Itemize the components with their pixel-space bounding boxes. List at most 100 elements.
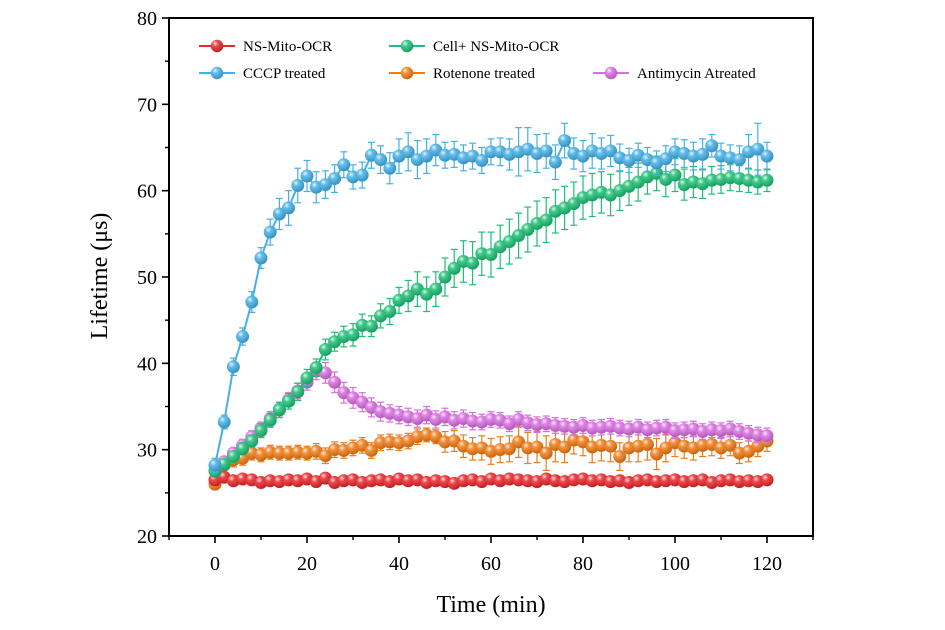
data-point-highlight [760, 473, 774, 487]
data-point-highlight [724, 439, 737, 452]
legend-entry: Cell+ NS-Mito-OCR [389, 39, 559, 55]
x-tick-label: 80 [573, 553, 593, 575]
data-point-highlight [319, 343, 332, 356]
data-point-highlight [448, 262, 461, 275]
data-point-highlight [696, 148, 709, 161]
y-tick-label: 30 [137, 440, 157, 462]
data-point-highlight [558, 134, 571, 147]
data-point-highlight [264, 225, 277, 239]
data-point-highlight [218, 415, 231, 429]
data-point-highlight [402, 289, 415, 303]
legend-label: Cell+ NS-Mito-OCR [433, 39, 559, 55]
legend-marker-highlight [400, 39, 414, 53]
data-point-highlight [273, 446, 286, 460]
data-point-highlight [365, 444, 378, 457]
data-point-highlight [438, 270, 452, 284]
data-point-highlight [760, 429, 774, 443]
data-point-highlight [300, 371, 314, 385]
x-tick-label: 60 [481, 553, 501, 575]
legend-entry: NS-Mito-OCR [199, 39, 332, 55]
data-point-highlight [346, 328, 360, 342]
data-point-highlight [530, 440, 544, 454]
legend-marker-highlight [210, 39, 224, 53]
x-tick-label: 20 [297, 553, 317, 575]
series-2 [208, 122, 774, 473]
data-point-highlight [613, 450, 626, 463]
series-0 [208, 470, 774, 490]
data-point-highlight [282, 395, 295, 408]
data-point-highlight [549, 155, 562, 169]
data-point-highlight [650, 447, 663, 461]
data-point-highlight [760, 174, 774, 187]
x-tick-label: 40 [389, 553, 409, 575]
data-point-highlight [705, 139, 718, 152]
legend-label: Antimycin Atreated [637, 66, 756, 82]
y-tick-label: 50 [137, 267, 157, 289]
data-point-highlight [420, 149, 433, 163]
series-3 [208, 425, 774, 491]
data-point-highlight [254, 251, 268, 265]
data-point-highlight [402, 145, 415, 159]
data-point-highlight [273, 403, 286, 417]
data-point-highlight [264, 414, 277, 427]
data-point-highlight [310, 361, 323, 374]
data-point-highlight [227, 450, 240, 463]
data-point-highlight [208, 459, 222, 472]
legend-label: CCCP treated [243, 66, 326, 82]
data-point-highlight [383, 162, 396, 175]
data-point-highlight [374, 153, 387, 166]
data-point-highlight [356, 168, 369, 182]
y-tick-label: 40 [137, 353, 157, 375]
data-point-highlight [484, 145, 498, 159]
x-axis-title: Time (min) [436, 592, 545, 618]
data-point-highlight [236, 442, 249, 456]
x-tick-label: 0 [210, 553, 220, 575]
data-point-highlight [659, 152, 672, 165]
data-point-highlight [604, 440, 617, 453]
data-point-highlight [365, 320, 378, 333]
data-point-highlight [484, 248, 498, 261]
data-point-highlight [254, 424, 268, 437]
legend: NS-Mito-OCR Cell+ NS-Mito-OCR CCCP treated… [199, 39, 756, 82]
legend-entry: Rotenone treated [389, 66, 536, 82]
data-point-highlight [567, 197, 580, 210]
data-point-highlight [751, 143, 764, 156]
x-tick-label: 100 [660, 553, 690, 575]
data-point-highlight [540, 446, 553, 460]
data-point-highlight [291, 179, 304, 192]
legend-entry: CCCP treated [199, 66, 326, 82]
series-layer [208, 122, 774, 491]
data-point-highlight [604, 144, 617, 158]
y-axis-title: Lifetime (μs) [87, 213, 113, 340]
x-tick-label: 120 [752, 553, 782, 575]
data-point-highlight [760, 149, 774, 163]
data-point-highlight [319, 178, 332, 191]
data-point-highlight [291, 385, 304, 399]
data-point-highlight [236, 330, 249, 343]
data-point-highlight [521, 223, 534, 236]
y-tick-label: 70 [137, 94, 157, 116]
y-tick-label: 60 [137, 181, 157, 203]
legend-marker-highlight [400, 66, 414, 80]
ticks-layer: 0 20 40 60 80 100 120 20 30 40 50 60 70 80 [137, 8, 814, 575]
y-tick-label: 80 [137, 8, 157, 30]
data-point-highlight [319, 449, 332, 462]
data-point-highlight [641, 438, 654, 451]
legend-label: NS-Mito-OCR [243, 39, 332, 55]
data-point-highlight [475, 154, 488, 167]
data-point-highlight [245, 295, 258, 309]
legend-marker-highlight [604, 66, 618, 80]
data-point-highlight [668, 168, 682, 182]
data-point-highlight [512, 229, 525, 242]
data-point-highlight [383, 305, 396, 318]
data-point-highlight [300, 169, 314, 183]
data-point-highlight [540, 144, 553, 158]
data-point-highlight [512, 435, 525, 449]
data-point-highlight [503, 442, 516, 456]
data-point-highlight [227, 360, 240, 373]
data-point-highlight [337, 158, 350, 171]
data-point-highlight [733, 153, 746, 166]
data-point-highlight [282, 201, 295, 215]
data-point-highlight [245, 434, 258, 448]
